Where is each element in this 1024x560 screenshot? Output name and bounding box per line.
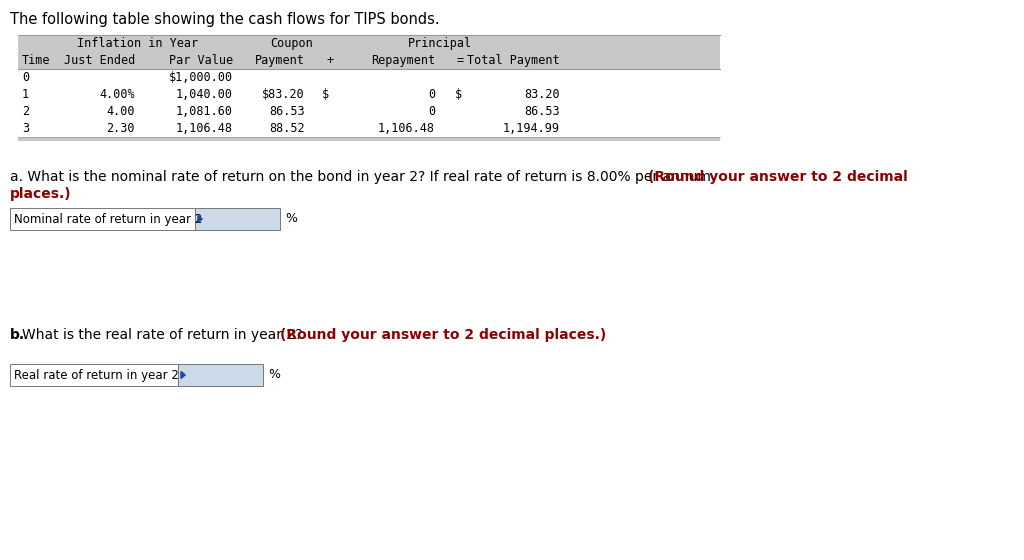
Bar <box>10 364 178 386</box>
Text: $: $ <box>322 88 329 101</box>
Text: What is the real rate of return in year 2?: What is the real rate of return in year … <box>22 328 307 342</box>
Text: 2: 2 <box>22 105 29 118</box>
Text: 88.52: 88.52 <box>269 122 305 135</box>
Text: Nominal rate of return in year 2: Nominal rate of return in year 2 <box>14 212 203 226</box>
Text: Par Value: Par Value <box>169 54 233 67</box>
Text: Repayment: Repayment <box>371 54 435 67</box>
Text: $83.20: $83.20 <box>262 88 305 101</box>
Bar <box>10 208 195 230</box>
Text: (Round your answer to 2 decimal places.): (Round your answer to 2 decimal places.) <box>280 328 606 342</box>
Text: 4.00%: 4.00% <box>99 88 135 101</box>
Text: Coupon: Coupon <box>270 37 313 50</box>
Text: 86.53: 86.53 <box>269 105 305 118</box>
Text: b.: b. <box>10 328 26 342</box>
Text: Just Ended: Just Ended <box>63 54 135 67</box>
Text: Principal: Principal <box>408 37 472 50</box>
Text: =: = <box>457 54 464 67</box>
Polygon shape <box>181 371 185 379</box>
Text: 1,040.00: 1,040.00 <box>176 88 233 101</box>
Bar <box>195 208 280 230</box>
Text: 83.20: 83.20 <box>524 88 560 101</box>
Text: Inflation in Year: Inflation in Year <box>77 37 198 50</box>
Text: 86.53: 86.53 <box>524 105 560 118</box>
Text: $1,000.00: $1,000.00 <box>169 71 233 84</box>
Text: a. What is the nominal rate of return on the bond in year 2? If real rate of ret: a. What is the nominal rate of return on… <box>10 170 715 184</box>
Text: 4.00: 4.00 <box>106 105 135 118</box>
Text: 1,106.48: 1,106.48 <box>176 122 233 135</box>
Text: $: $ <box>455 88 462 101</box>
Text: 1,194.99: 1,194.99 <box>503 122 560 135</box>
Text: +: + <box>327 54 334 67</box>
Text: 1,081.60: 1,081.60 <box>176 105 233 118</box>
Text: 0: 0 <box>428 105 435 118</box>
Bar <box>18 137 720 141</box>
Bar <box>178 364 263 386</box>
Text: 0: 0 <box>428 88 435 101</box>
Polygon shape <box>198 216 202 222</box>
Text: %: % <box>268 368 280 381</box>
Text: %: % <box>285 212 297 226</box>
Text: 1,106.48: 1,106.48 <box>378 122 435 135</box>
Text: 3: 3 <box>22 122 29 135</box>
Bar <box>18 35 720 69</box>
Text: Real rate of return in year 2: Real rate of return in year 2 <box>14 368 179 381</box>
Text: 1: 1 <box>22 88 29 101</box>
Text: Time: Time <box>22 54 50 67</box>
Text: 0: 0 <box>22 71 29 84</box>
Text: places.): places.) <box>10 187 72 201</box>
Text: Payment: Payment <box>255 54 305 67</box>
Text: 2.30: 2.30 <box>106 122 135 135</box>
Text: Total Payment: Total Payment <box>467 54 560 67</box>
Text: The following table showing the cash flows for TIPS bonds.: The following table showing the cash flo… <box>10 12 439 27</box>
Text: (Round your answer to 2 decimal: (Round your answer to 2 decimal <box>648 170 907 184</box>
